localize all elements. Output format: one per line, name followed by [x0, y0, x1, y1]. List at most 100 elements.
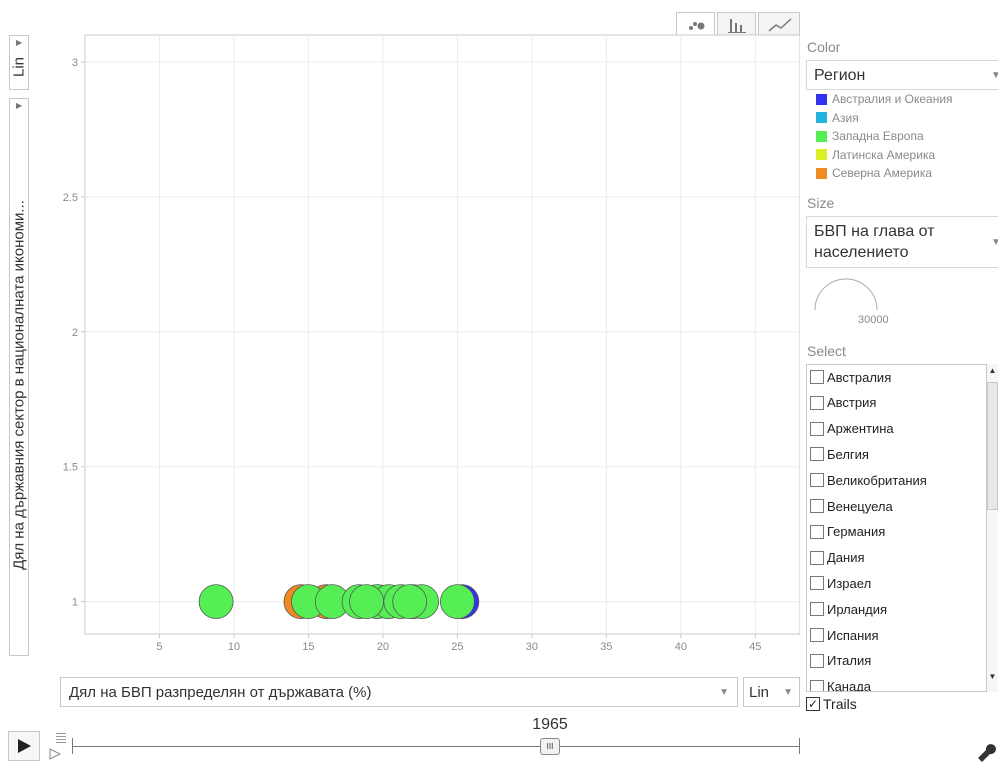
line-icon: [768, 18, 792, 32]
size-selector[interactable]: БВП на глава от населението ▼: [806, 216, 998, 268]
color-value: Регион: [814, 67, 866, 84]
timeline-track[interactable]: [72, 746, 800, 747]
bubble[interactable]: [198, 584, 234, 620]
current-year: 1965: [532, 716, 568, 733]
bubble[interactable]: [392, 584, 428, 620]
item-label: Канада: [827, 679, 872, 692]
scroll-thumb[interactable]: [987, 382, 998, 510]
select-list-item[interactable]: Аржентина: [810, 418, 894, 440]
select-list-item[interactable]: Германия: [810, 521, 885, 543]
legend-swatch: [816, 149, 827, 160]
trails-checkbox[interactable]: ✓: [806, 697, 820, 711]
item-checkbox[interactable]: [810, 499, 824, 513]
x-tick-label: 15: [302, 641, 314, 653]
legend-label: Северна Америка: [832, 166, 933, 180]
dropdown-arrow-icon: ▼: [991, 237, 998, 248]
grid-lines: [81, 35, 800, 638]
select-list-item[interactable]: Белгия: [810, 443, 869, 465]
item-label: Белгия: [827, 446, 869, 462]
trails-toggle[interactable]: ✓ Trails: [806, 695, 857, 713]
settings-button[interactable]: [978, 740, 998, 764]
y-tick-label: 1: [72, 597, 78, 609]
select-list-item[interactable]: Австралия: [810, 366, 891, 388]
trails-label: Trails: [823, 696, 857, 712]
x-tick-label: 35: [600, 641, 612, 653]
scroll-up-icon[interactable]: ▲: [988, 366, 997, 375]
item-checkbox[interactable]: [810, 473, 824, 488]
item-label: Австрия: [827, 395, 877, 411]
item-label: Италия: [827, 653, 872, 669]
legend-item[interactable]: Азия: [816, 110, 859, 126]
y-scale-selector[interactable]: ▶ Lin: [9, 35, 29, 90]
x-axis-label: Дял на БВП разпределян от държавата (%): [69, 684, 372, 701]
legend-swatch: [816, 112, 827, 123]
legend-label: Западна Европа: [832, 129, 924, 143]
item-checkbox[interactable]: [810, 421, 824, 436]
bar-chart-tab[interactable]: [717, 12, 756, 35]
timeline-thumb[interactable]: III: [540, 738, 560, 755]
dropdown-arrow-icon: ▼: [719, 687, 729, 698]
y-axis-selector[interactable]: ▶ Дял на държавния сектор в националната…: [9, 98, 29, 656]
item-label: Аржентина: [827, 421, 894, 437]
bubble[interactable]: [349, 584, 384, 620]
select-list-item[interactable]: Ирландия: [810, 598, 887, 620]
item-checkbox[interactable]: [810, 576, 824, 591]
legend-item[interactable]: Австралия и Океания: [816, 91, 953, 107]
item-checkbox[interactable]: [810, 447, 824, 462]
bar-icon: [728, 19, 746, 33]
select-list-item[interactable]: Австрия: [810, 392, 876, 414]
dropdown-arrow-icon: ▶: [16, 38, 23, 47]
wrench-icon: [978, 744, 996, 762]
x-scale-label: Lin: [749, 684, 770, 701]
select-list-item[interactable]: Дания: [810, 547, 865, 569]
bubble-chart-tab[interactable]: [676, 12, 715, 35]
y-tick-label: 1.5: [63, 462, 78, 474]
item-checkbox[interactable]: [810, 524, 824, 539]
x-tick-label: 40: [675, 641, 687, 653]
line-chart-tab[interactable]: [758, 12, 800, 35]
item-checkbox[interactable]: [810, 679, 824, 691]
speed-icon: [49, 733, 66, 760]
select-list: Австралия Австрия Аржентина Белгия Великобри…: [806, 364, 998, 692]
item-checkbox[interactable]: [810, 370, 824, 384]
x-tick-label: 30: [526, 641, 538, 653]
legend-label: Азия: [832, 110, 859, 125]
scroll-down-icon[interactable]: ▼: [988, 672, 997, 681]
bubble[interactable]: [439, 584, 475, 620]
size-label: Size: [807, 195, 835, 211]
select-list-item[interactable]: Италия: [810, 650, 871, 672]
item-checkbox[interactable]: [810, 550, 824, 565]
select-list-item[interactable]: Испания: [810, 624, 879, 646]
legend-swatch: [816, 130, 827, 142]
select-list-item[interactable]: Великобритания: [810, 469, 927, 491]
tick-labels: 5 10 15 20 25 30 35 40 45 1 1.5 2 2.5 3: [63, 57, 762, 653]
item-label: Германия: [827, 524, 886, 540]
select-list-item[interactable]: Израел: [810, 572, 871, 594]
legend-item[interactable]: Северна Америка: [816, 165, 932, 181]
item-label: Ирландия: [827, 601, 888, 617]
size-value-line1: БВП на глава от: [814, 223, 935, 240]
select-list-item[interactable]: Канада: [810, 676, 872, 692]
y-tick-label: 3: [72, 57, 78, 69]
item-checkbox[interactable]: [810, 653, 824, 668]
select-scrollbar[interactable]: ▲ ▼: [986, 364, 998, 692]
legend-label: Латинска Америка: [832, 147, 936, 162]
legend-item[interactable]: Западна Европа: [816, 128, 924, 144]
speed-control[interactable]: [48, 731, 72, 761]
plot-area[interactable]: 5 10 15 20 25 30 35 40 45 1 1.5 2 2.5 3: [0, 0, 800, 676]
dropdown-arrow-icon: ▶: [16, 101, 23, 110]
x-scale-selector[interactable]: Lin ▼: [743, 677, 800, 707]
play-button[interactable]: [8, 731, 40, 761]
x-axis-selector[interactable]: Дял на БВП разпределян от държавата (%) …: [60, 677, 738, 707]
item-label: Венецуела: [827, 498, 893, 514]
item-checkbox[interactable]: [810, 602, 824, 617]
item-label: Дания: [827, 550, 865, 566]
select-list-item[interactable]: Венецуела: [810, 495, 893, 517]
bubbles: [198, 584, 480, 620]
color-selector[interactable]: Регион ▼: [806, 60, 998, 90]
item-checkbox[interactable]: [810, 395, 824, 410]
legend-item[interactable]: Латинска Америка: [816, 147, 935, 163]
item-checkbox[interactable]: [810, 628, 824, 642]
timeline-start: [72, 738, 73, 754]
x-tick-label: 25: [451, 641, 463, 653]
